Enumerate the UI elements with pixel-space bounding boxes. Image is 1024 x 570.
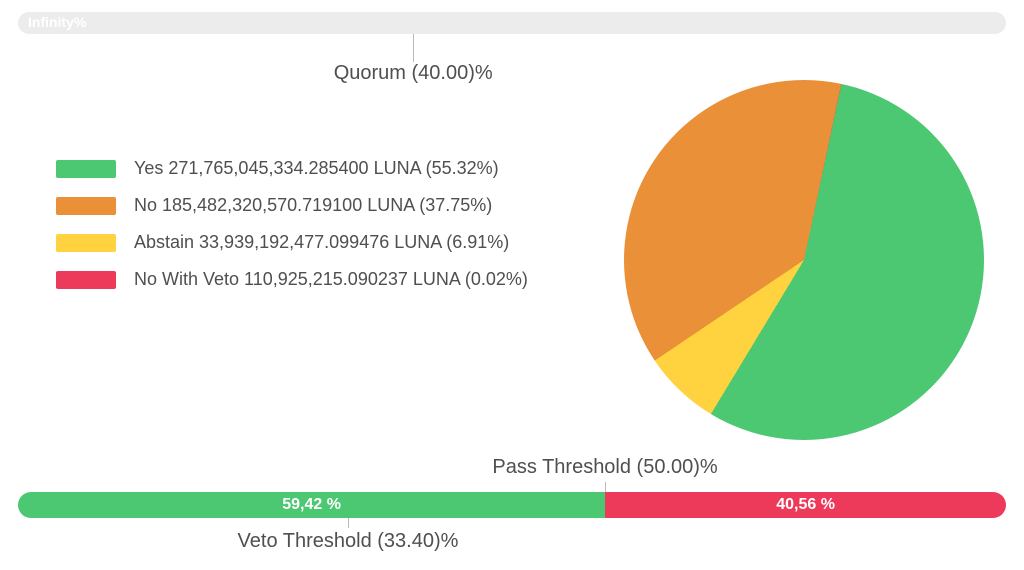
swatch-yes	[56, 160, 116, 178]
threshold-seg-red: 40,56 %	[605, 492, 1006, 518]
legend-item-veto: No With Veto 110,925,215.090237 LUNA (0.…	[56, 269, 576, 290]
swatch-no	[56, 197, 116, 215]
quorum-infinity-label: Infinity%	[28, 14, 86, 30]
threshold-seg-green-label: 59,42 %	[282, 496, 341, 514]
legend-label-abstain: Abstain 33,939,192,477.099476 LUNA (6.91…	[134, 232, 509, 253]
veto-threshold-label: Veto Threshold (33.40)%	[238, 530, 459, 553]
threshold-seg-red-label: 40,56 %	[776, 496, 835, 514]
pass-threshold-label: Pass Threshold (50.00)%	[492, 456, 717, 479]
quorum-bar: Infinity%	[18, 12, 1006, 34]
chart-container: Infinity% Quorum (40.00)% Yes 271,765,04…	[0, 0, 1024, 570]
legend-label-no: No 185,482,320,570.719100 LUNA (37.75%)	[134, 195, 492, 216]
legend: Yes 271,765,045,334.285400 LUNA (55.32%)…	[56, 158, 576, 306]
pie-graphic	[624, 80, 984, 440]
pass-threshold-tick	[605, 482, 606, 492]
legend-item-abstain: Abstain 33,939,192,477.099476 LUNA (6.91…	[56, 232, 576, 253]
swatch-veto	[56, 271, 116, 289]
veto-threshold-tick	[348, 518, 349, 528]
threshold-bar: 59,42 % 40,56 %	[18, 492, 1006, 518]
legend-label-yes: Yes 271,765,045,334.285400 LUNA (55.32%)	[134, 158, 499, 179]
quorum-tick	[413, 34, 414, 62]
swatch-abstain	[56, 234, 116, 252]
pie-chart	[624, 80, 984, 440]
legend-item-yes: Yes 271,765,045,334.285400 LUNA (55.32%)	[56, 158, 576, 179]
threshold-seg-green: 59,42 %	[18, 492, 605, 518]
legend-item-no: No 185,482,320,570.719100 LUNA (37.75%)	[56, 195, 576, 216]
legend-label-veto: No With Veto 110,925,215.090237 LUNA (0.…	[134, 269, 528, 290]
quorum-label: Quorum (40.00)%	[334, 62, 493, 85]
